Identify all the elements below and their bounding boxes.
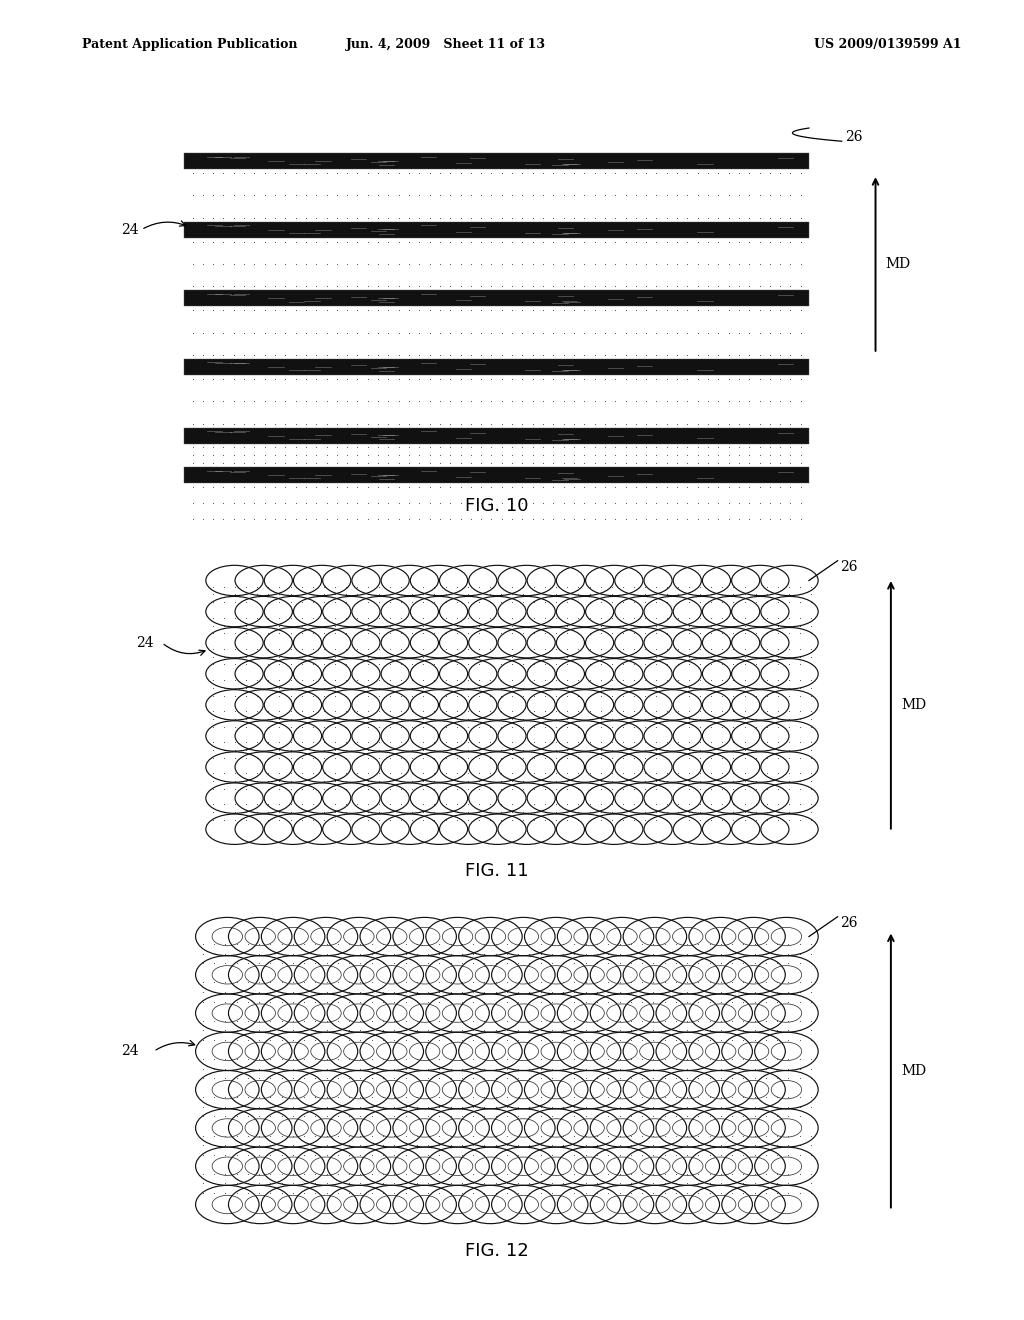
- Bar: [184, 428, 809, 444]
- Text: Jun. 4, 2009   Sheet 11 of 13: Jun. 4, 2009 Sheet 11 of 13: [345, 38, 546, 51]
- Text: 24: 24: [121, 1044, 138, 1059]
- Bar: [184, 359, 809, 375]
- Text: FIG. 11: FIG. 11: [465, 862, 528, 880]
- Text: FIG. 12: FIG. 12: [465, 1242, 528, 1261]
- Text: MD: MD: [901, 1064, 927, 1077]
- Text: Patent Application Publication: Patent Application Publication: [82, 38, 297, 51]
- Text: 26: 26: [845, 131, 862, 144]
- Text: 26: 26: [840, 560, 857, 574]
- Text: MD: MD: [886, 257, 911, 271]
- Bar: [184, 290, 809, 306]
- Bar: [184, 153, 809, 169]
- Text: 24: 24: [121, 223, 138, 236]
- Text: MD: MD: [901, 698, 927, 711]
- Text: FIG. 10: FIG. 10: [465, 496, 528, 515]
- Bar: [184, 222, 809, 238]
- Text: 26: 26: [840, 916, 857, 931]
- Bar: [184, 467, 809, 483]
- Text: 24: 24: [136, 636, 154, 649]
- Text: US 2009/0139599 A1: US 2009/0139599 A1: [814, 38, 962, 51]
